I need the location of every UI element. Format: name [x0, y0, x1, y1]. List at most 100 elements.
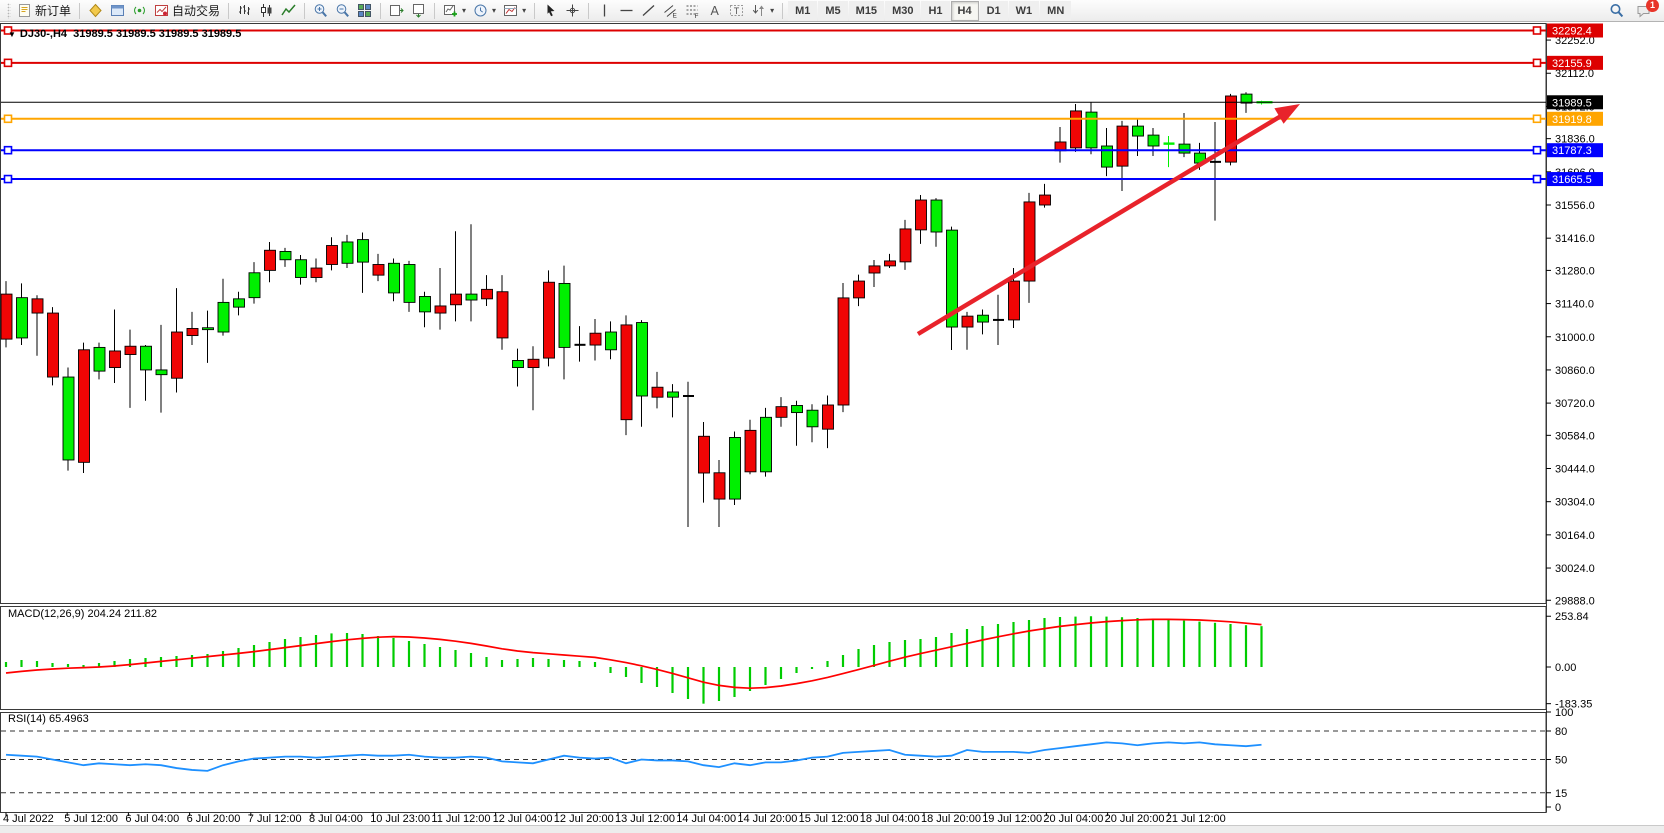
cursor-button[interactable]: [540, 1, 561, 21]
arrange-horizontal-button[interactable]: [386, 1, 407, 21]
candlestick: [78, 342, 90, 474]
arrange-vertical-button[interactable]: [408, 1, 429, 21]
chevron-down-icon[interactable]: ▼: [8, 30, 16, 39]
zoom-in-button[interactable]: [310, 1, 331, 21]
vertical-line-button[interactable]: [594, 1, 615, 21]
svg-text:11 Jul 12:00: 11 Jul 12:00: [431, 813, 490, 825]
fibonacci-button[interactable]: F: [682, 1, 703, 21]
svg-text:31787.3: 31787.3: [1552, 145, 1592, 157]
candlestick: [279, 247, 292, 267]
search-button[interactable]: [1606, 1, 1627, 21]
candlestick: [62, 367, 75, 471]
candlestick: [512, 348, 524, 387]
svg-text:30720.0: 30720.0: [1555, 398, 1595, 410]
crosshair-button[interactable]: [562, 1, 583, 21]
svg-text:15: 15: [1555, 788, 1567, 800]
dropdown-caret-icon[interactable]: ▾: [462, 6, 467, 15]
auto-trading-button[interactable]: 自动交易: [151, 1, 223, 21]
toolbar-separator: [79, 2, 81, 19]
notifications-button[interactable]: 1: [1633, 0, 1659, 21]
candlestick-button[interactable]: [256, 1, 277, 21]
candlestick: [388, 258, 400, 302]
toolbar-grip[interactable]: [7, 2, 11, 19]
svg-text:30164.0: 30164.0: [1555, 530, 1595, 542]
candlestick: [558, 265, 571, 380]
text-icon: A: [707, 3, 722, 18]
timeframe-m1-button[interactable]: M1: [788, 0, 818, 21]
line-handle[interactable]: [1532, 26, 1542, 35]
zoom-in-icon: [313, 3, 328, 18]
line-handle[interactable]: [3, 145, 13, 155]
dropdown-caret-icon[interactable]: ▾: [492, 6, 497, 15]
rsi-indicator-label: RSI(14) 65.4963: [8, 713, 89, 725]
new-order-button[interactable]: 新订单: [14, 1, 74, 21]
candlestick: [822, 395, 834, 449]
svg-text:21 Jul 12:00: 21 Jul 12:00: [1166, 813, 1226, 825]
line-handle[interactable]: [1532, 114, 1542, 124]
timeframe-m30-button[interactable]: M30: [885, 0, 921, 21]
arrows-button[interactable]: ▾: [748, 1, 777, 21]
candlestick: [574, 326, 586, 362]
svg-text:14 Jul 04:00: 14 Jul 04:00: [676, 813, 736, 825]
dropdown-caret-icon[interactable]: ▾: [770, 6, 775, 15]
svg-text:7 Jul 12:00: 7 Jul 12:00: [248, 813, 302, 825]
trendline-button[interactable]: [638, 1, 659, 21]
templates-button[interactable]: ▾: [500, 1, 529, 21]
svg-text:31836.0: 31836.0: [1555, 134, 1595, 146]
data-window-icon: [110, 3, 125, 18]
line-handle[interactable]: [1532, 174, 1542, 184]
main-chart-pane[interactable]: [0, 23, 1547, 604]
candlestick: [636, 320, 648, 427]
data-window-button[interactable]: [107, 1, 128, 21]
line-handle[interactable]: [3, 174, 13, 184]
svg-text:13 Jul 12:00: 13 Jul 12:00: [615, 813, 675, 825]
price-axis[interactable]: 32252.032112.031972.031836.031696.031556…: [1546, 35, 1595, 607]
label-button[interactable]: T: [726, 1, 747, 21]
line-handle[interactable]: [1532, 145, 1542, 155]
candlestick: [124, 329, 137, 408]
line-chart-button[interactable]: [278, 1, 299, 21]
horizontal-line-button[interactable]: [616, 1, 637, 21]
market-button[interactable]: [85, 1, 106, 21]
timeframe-h4-button[interactable]: H4: [950, 0, 979, 21]
periods-button[interactable]: ▾: [470, 1, 499, 21]
channel-button[interactable]: E: [660, 1, 681, 21]
text-button[interactable]: A: [704, 1, 725, 21]
line-handle[interactable]: [3, 26, 13, 35]
dropdown-caret-icon[interactable]: ▾: [522, 6, 527, 15]
new-chart-button[interactable]: ▾: [440, 1, 469, 21]
timeframe-mn-button[interactable]: MN: [1040, 0, 1072, 21]
timeframe-d1-button[interactable]: D1: [979, 0, 1008, 21]
time-axis[interactable]: 4 Jul 2022 5 Jul 12:00 6 Jul 04:00 6 Jul 20…: [3, 812, 1226, 826]
timeframe-h1-button[interactable]: H1: [921, 0, 950, 21]
line-handle[interactable]: [3, 114, 13, 124]
main-toolbar: 新订单 自动交易 ▾ ▾ ▾ E F A T ▾ M1 M5 M15 M30 H1 H4 D1 W1 MN 1: [0, 0, 1664, 22]
timeframe-m5-button[interactable]: M5: [818, 0, 848, 21]
candlestick: [465, 224, 478, 322]
svg-text:80: 80: [1555, 726, 1567, 738]
line-handle[interactable]: [3, 58, 13, 68]
candlestick: [775, 397, 788, 427]
svg-text:253.84: 253.84: [1555, 611, 1589, 623]
signals-button[interactable]: [129, 1, 150, 21]
candlestick: [295, 255, 307, 285]
bar-chart-button[interactable]: [234, 1, 255, 21]
trendline-icon: [641, 3, 656, 18]
svg-text:31665.5: 31665.5: [1552, 174, 1592, 186]
macd-indicator: 253.84 0.00 -183.35: [4, 611, 1592, 808]
candlestick: [993, 294, 1004, 346]
macd-indicator-label: MACD(12,26,9) 204.24 211.82: [8, 608, 157, 620]
timeframe-m15-button[interactable]: M15: [848, 0, 885, 21]
new-chart-icon: [443, 3, 458, 18]
timeframe-w1-button[interactable]: W1: [1008, 0, 1040, 21]
trend-arrow[interactable]: [916, 104, 1300, 336]
svg-text:31919.8: 31919.8: [1552, 114, 1592, 126]
candlestick: [450, 231, 462, 322]
line-handle[interactable]: [1532, 58, 1542, 68]
tile-windows-button[interactable]: [354, 1, 375, 21]
macd-pane[interactable]: [0, 606, 1547, 710]
candlestick: [93, 342, 106, 380]
svg-text:30584.0: 30584.0: [1555, 430, 1595, 442]
zoom-out-button[interactable]: [332, 1, 353, 21]
